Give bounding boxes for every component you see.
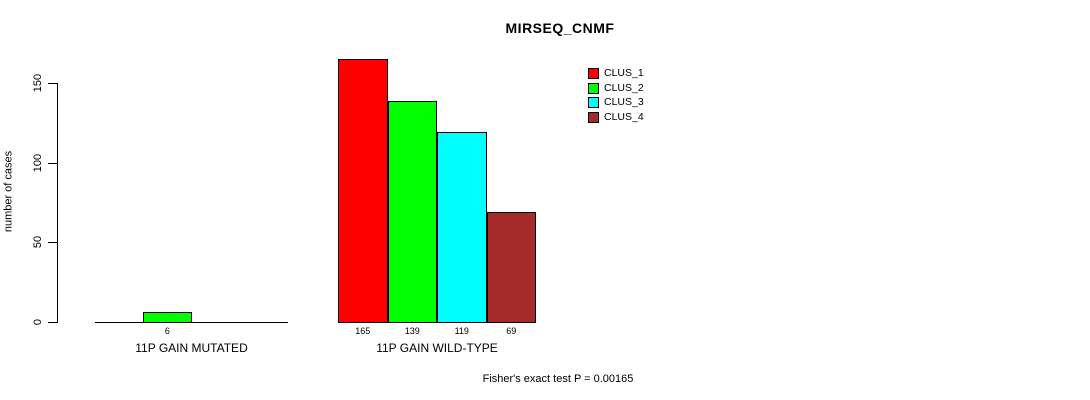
annotation-fisher-test: Fisher's exact test P = 0.00165 [482, 373, 634, 385]
y-tick-mark [48, 83, 57, 84]
bar-value-label: 165 [355, 326, 371, 336]
bar-clus_1-group2 [338, 59, 388, 323]
legend-label: CLUS_4 [604, 110, 644, 123]
legend-swatch-clus_4 [588, 111, 599, 123]
chart-title: MIRSEQ_CNMF [505, 20, 615, 36]
bar-clus_2-group2 [387, 101, 437, 323]
y-tick-mark [48, 322, 57, 323]
legend-label: CLUS_3 [604, 95, 644, 108]
bar-value-label: 69 [506, 326, 517, 336]
bar-value-label: 119 [454, 326, 469, 336]
y-tick-label: 150 [32, 73, 44, 93]
y-tick-label: 0 [32, 318, 44, 326]
legend-swatch-clus_3 [588, 96, 599, 108]
group-baseline [95, 322, 288, 323]
y-axis-line [57, 83, 58, 323]
bar-clus_4-group2 [486, 212, 536, 323]
y-tick-label: 100 [32, 153, 44, 173]
group-label: 11P GAIN MUTATED [135, 341, 248, 355]
bar-clus_3-group2 [437, 132, 487, 323]
legend-item-clus_4: CLUS_4 [588, 111, 644, 123]
legend-item-clus_3: CLUS_3 [588, 96, 644, 108]
legend-item-clus_2: CLUS_2 [588, 82, 644, 94]
bar-value-label: 139 [404, 326, 420, 336]
group-label: 11P GAIN WILD-TYPE [376, 341, 498, 355]
bar-value-label: 6 [164, 326, 170, 336]
y-tick-mark [48, 163, 57, 164]
y-tick-label: 50 [32, 235, 44, 249]
legend-label: CLUS_2 [604, 81, 644, 94]
legend-swatch-clus_1 [588, 67, 599, 79]
y-axis-label: number of cases [2, 150, 15, 233]
bar-clus_2-group1 [143, 312, 192, 323]
legend-swatch-clus_2 [588, 82, 599, 94]
legend-item-clus_1: CLUS_1 [588, 67, 644, 79]
y-tick-mark [48, 242, 57, 243]
legend-label: CLUS_1 [604, 66, 644, 79]
